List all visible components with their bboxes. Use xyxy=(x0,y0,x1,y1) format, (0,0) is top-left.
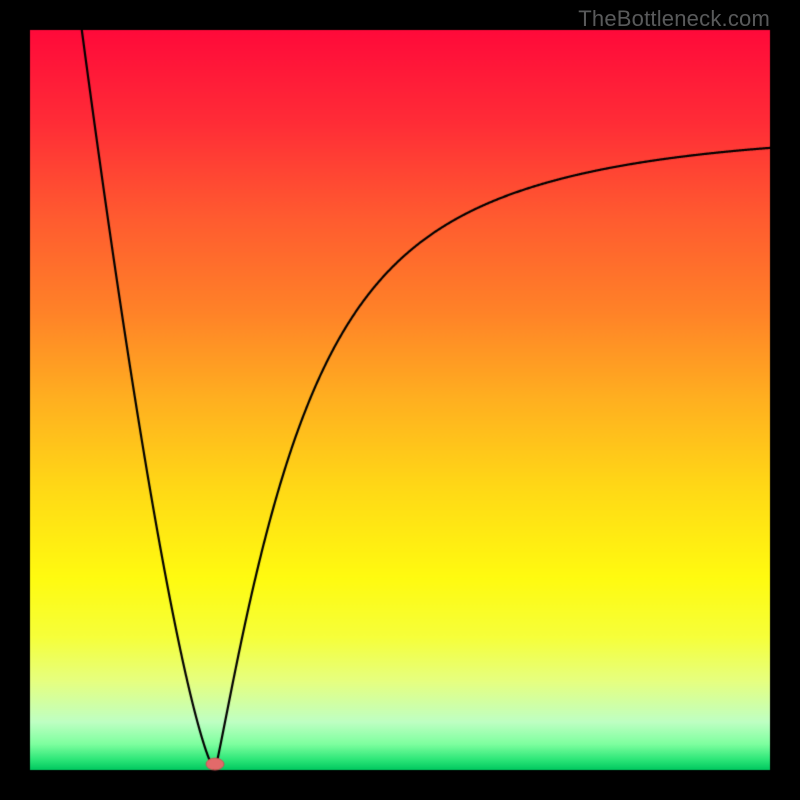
bottleneck-chart-canvas xyxy=(0,0,800,800)
watermark-label: TheBottleneck.com xyxy=(578,6,770,32)
